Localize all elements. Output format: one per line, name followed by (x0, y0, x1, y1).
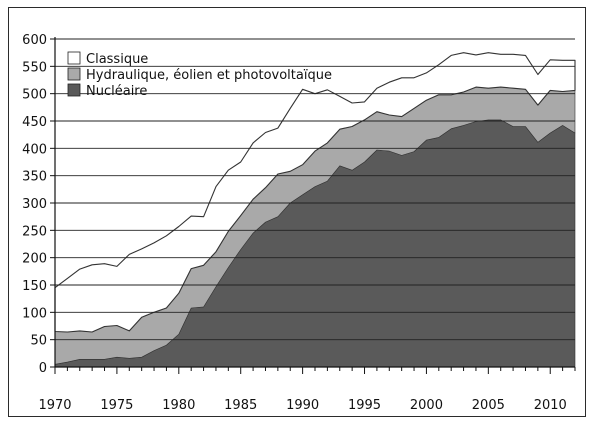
area-series-2 (54, 52, 576, 333)
x-tick-label: 1990 (286, 398, 319, 413)
x-tick-label: 1970 (38, 398, 71, 413)
y-tick-label: 600 (22, 33, 47, 48)
legend-label-2: Classique (86, 52, 148, 67)
y-tick-label: 400 (22, 142, 47, 157)
y-tick-label: 250 (22, 224, 47, 239)
x-tick-label: 2000 (410, 398, 443, 413)
y-tick-label: 300 (22, 197, 47, 212)
y-tick-label: 50 (30, 334, 47, 349)
x-tick-label: 1995 (348, 398, 381, 413)
y-tick-label: 350 (22, 170, 47, 185)
y-tick-label: 0 (39, 361, 47, 376)
legend-swatch-1 (67, 67, 81, 81)
legend-label-0: Nucléaire (86, 84, 147, 99)
y-tick-label: 500 (22, 88, 47, 103)
y-tick-label: 550 (22, 60, 47, 75)
y-tick-label: 150 (22, 279, 47, 294)
x-tick-label: 1980 (162, 398, 195, 413)
y-tick-label: 450 (22, 115, 47, 130)
y-tick-label: 100 (22, 306, 47, 321)
legend-label-1: Hydraulique, éolien et photovoltaïque (86, 68, 332, 83)
x-tick-label: 2010 (534, 398, 567, 413)
x-tick-label: 1975 (100, 398, 133, 413)
y-tick-label: 200 (22, 252, 47, 267)
legend-swatch-0 (67, 83, 81, 97)
x-tick-label: 1985 (224, 398, 257, 413)
legend-swatch-2 (67, 51, 81, 65)
x-tick-label: 2005 (472, 398, 505, 413)
